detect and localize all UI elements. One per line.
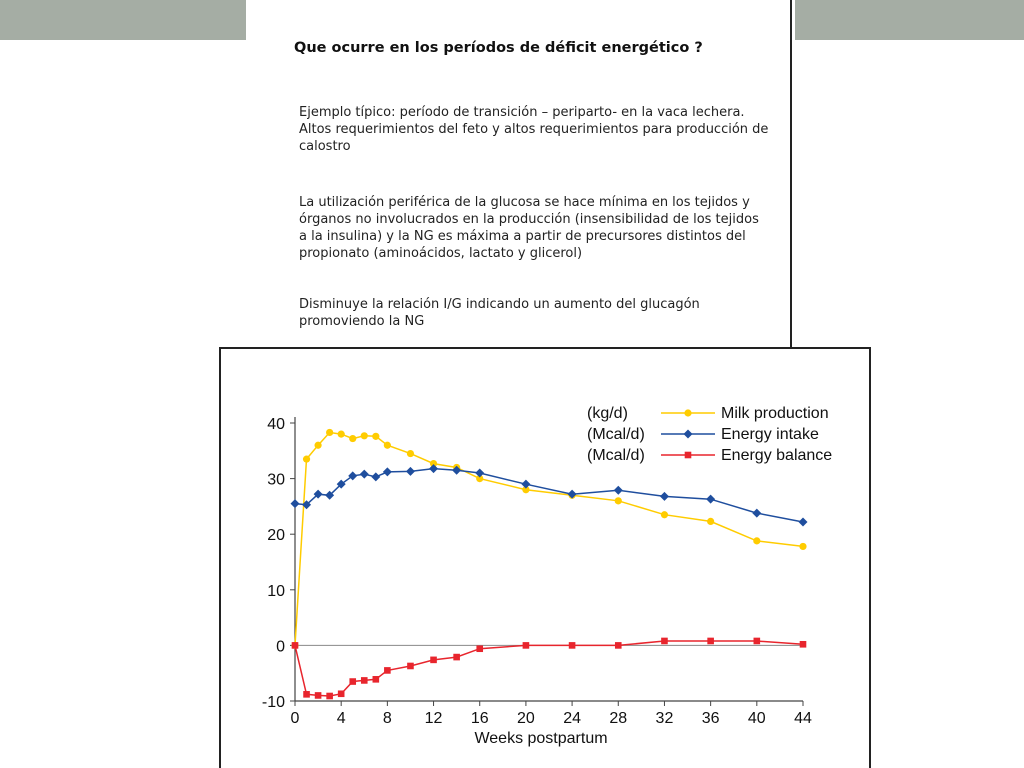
x-tick-label: 32 [656,710,674,727]
series-line-energy-balance [294,640,804,697]
data-point [303,691,310,698]
data-point [382,467,392,477]
data-point [337,430,345,438]
data-point [314,692,322,699]
y-tick-label: 0 [276,638,285,655]
data-point [614,642,622,649]
data-point [291,642,299,649]
legend-marker [684,409,692,417]
data-point [313,489,323,499]
data-point [372,432,380,440]
line-chart: -10 0 10 20 30 40 0 4 8 12 16 20 24 28 32 36 40 44 Weeks p… [262,405,832,747]
data-point [660,511,669,519]
data-point [349,678,357,685]
series-line-energy-intake [294,467,804,523]
data-point [661,637,668,645]
data-point [659,491,669,501]
data-point [326,428,334,437]
legend-unit: (kg/d) [587,405,628,422]
data-point [359,469,369,479]
data-point [371,472,381,482]
y-tick-label: 20 [267,527,285,544]
x-tick-label: 36 [702,710,720,727]
data-point [290,499,300,509]
y-tick-label: 40 [267,416,285,433]
data-point [476,475,484,483]
data-point [405,466,415,476]
paragraph-example: Ejemplo típico: período de transición – … [299,105,769,154]
data-point [452,465,462,475]
y-tick-label: -10 [262,694,285,711]
data-point [752,508,762,518]
x-tick-label: 40 [748,710,766,727]
data-point [348,471,358,481]
data-point [407,662,414,670]
x-axis-label: Weeks postpartum [474,730,607,747]
data-point [753,537,761,545]
data-point [707,517,715,526]
x-tick-label: 20 [517,710,535,727]
data-point [614,497,622,505]
data-point [302,455,311,463]
data-point [475,468,485,478]
x-tick-label: 8 [383,710,392,727]
x-tick-label: 0 [291,710,300,727]
x-tick-label: 12 [425,710,443,727]
data-point [567,489,577,499]
data-point [349,434,357,443]
data-point [314,441,322,449]
data-point [302,500,312,510]
data-point [325,490,335,500]
decorative-bar-right [795,0,1024,40]
legend-marker [684,451,692,459]
data-point [476,645,484,653]
data-point [372,676,380,683]
data-point [799,542,807,551]
text-panel: Que ocurre en los períodos de déficit en… [246,0,792,350]
data-point [336,479,346,489]
legend-label: Energy balance [721,447,832,464]
legend-marker [683,429,693,439]
legend-unit: (Mcal/d) [587,447,645,464]
data-point [360,432,368,440]
data-point [383,441,391,449]
data-point [799,640,807,648]
paragraph-insulin-glucagon: Disminuye la relación I/G indicando un a… [299,297,700,329]
data-point [430,656,437,664]
legend-unit: (Mcal/d) [587,426,645,443]
legend-label: Milk production [721,405,829,422]
data-point [613,485,623,495]
data-point [429,459,438,468]
decorative-bar-left [0,0,246,40]
data-point [429,464,439,474]
data-point [706,494,716,504]
data-point [406,449,415,458]
data-point [568,642,576,649]
legend-label: Energy intake [721,426,819,443]
paragraph-glucose-use: La utilización periférica de la glucosa … [299,195,759,261]
data-point [326,692,333,700]
data-point [798,517,808,527]
x-tick-label: 28 [609,710,627,727]
data-point [384,667,391,674]
data-point [453,653,460,661]
data-point [337,690,345,698]
series-line-milk-production [294,431,804,646]
data-point [522,486,530,494]
x-tick-label: 44 [794,710,812,727]
data-point [360,677,368,684]
chart-frame: -10 0 10 20 30 40 0 4 8 12 16 20 24 28 32 36 40 44 Weeks p… [219,347,871,768]
data-point [707,637,714,645]
x-tick-label: 16 [471,710,489,727]
data-point [753,637,761,645]
y-tick-label: 10 [267,583,285,600]
slide-title: Que ocurre en los períodos de déficit en… [294,40,703,56]
data-point [522,642,530,649]
y-tick-label: 30 [267,472,285,489]
x-tick-label: 4 [337,710,346,727]
data-point [521,479,531,489]
x-tick-label: 24 [563,710,581,727]
